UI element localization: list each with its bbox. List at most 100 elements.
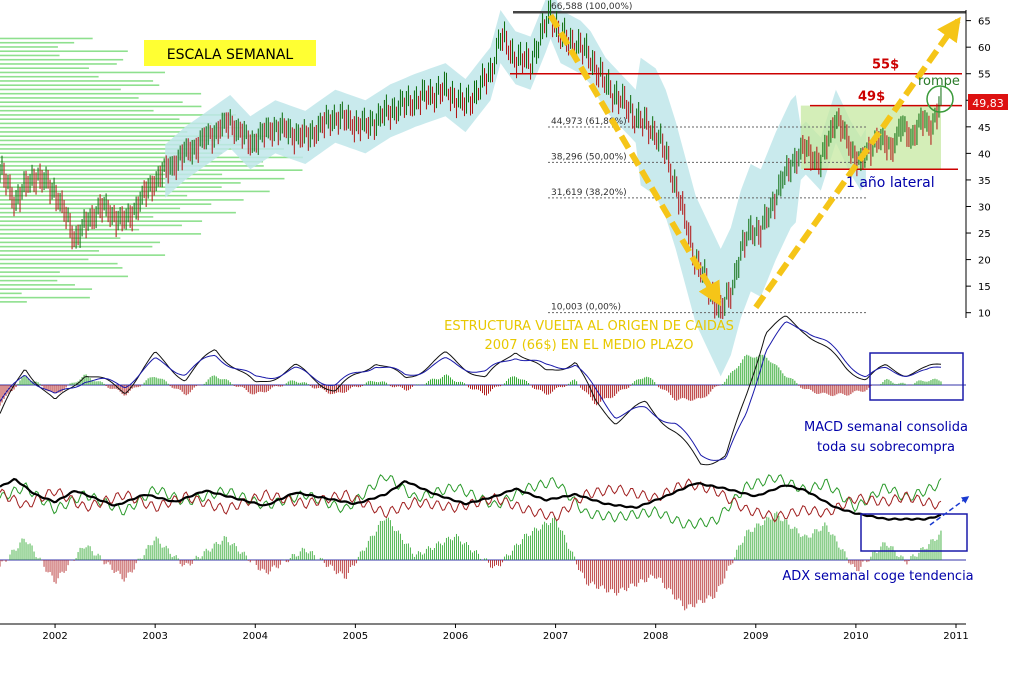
fib-level-label: 31,619 (38,20%) xyxy=(551,188,627,198)
volume-profile-bar xyxy=(0,271,60,273)
price-tick-label: 10 xyxy=(978,309,991,320)
volume-profile-bar xyxy=(0,71,166,74)
volume-profile-bar xyxy=(0,88,121,91)
volume-profile-bar xyxy=(0,148,284,150)
adx-annotation: ADX semanal coge tendencia xyxy=(782,569,973,584)
volume-profile-bar xyxy=(0,279,58,282)
volume-profile-bar xyxy=(0,275,129,278)
volume-profile-bar xyxy=(0,224,182,227)
volume-profile-bar xyxy=(0,50,128,53)
di-plus-line xyxy=(0,474,942,530)
volume-profile-bar xyxy=(0,54,60,57)
volume-profile-bar xyxy=(0,160,264,163)
volume-profile-bar xyxy=(0,165,264,167)
volume-profile-bar xyxy=(0,194,188,197)
volume-profile-bar xyxy=(0,216,154,218)
volume-profile-bar xyxy=(0,182,241,184)
price-tick-label: 55 xyxy=(978,70,991,81)
volume-profile-bar xyxy=(0,199,244,201)
fib-level-label: 38,296 (50,00%) xyxy=(551,152,627,162)
volume-profile-bar xyxy=(0,301,27,303)
price-tick-label: 30 xyxy=(978,202,991,213)
fib-level-label: 44,973 (61,80%) xyxy=(551,117,627,127)
price-tick-label: 65 xyxy=(978,17,991,28)
structure-annotation-1: ESTRUCTURA VUELTA AL ORIGEN DE CAIDAS xyxy=(444,319,734,334)
price-tick-label: 25 xyxy=(978,229,991,240)
breakout-label: rompe xyxy=(918,74,960,89)
volume-profile-bar xyxy=(0,284,75,286)
volume-profile-bar xyxy=(0,122,213,125)
fib-level-label: 66,588 (100,00%) xyxy=(551,2,632,12)
time-axis-ticks: 2002 2003 2004 2005 2006 2007 2008 2009 2010 2011 xyxy=(42,624,969,642)
price-tick-label: 40 xyxy=(978,149,991,160)
volume-profile-bar xyxy=(0,207,181,210)
volume-profile-bar xyxy=(0,288,93,290)
fibonacci-levels: 66,588 (100,00%) 44,973 (61,80%) 38,296 (5… xyxy=(513,2,966,314)
volume-profile-bar xyxy=(0,126,244,129)
price-axis-ticks: 101520253035404550556065 xyxy=(966,17,991,320)
volume-profile-bar xyxy=(0,258,89,261)
volume-profile-bar xyxy=(0,63,117,65)
volume-profile-bar xyxy=(0,152,223,154)
volume-profile-bar xyxy=(0,267,123,269)
volume-profile-bar xyxy=(0,97,139,99)
volume-profile-bar xyxy=(0,292,22,295)
volume-profile-bar xyxy=(0,177,285,180)
price-tick-label: 35 xyxy=(978,176,991,187)
price-envelope xyxy=(165,0,866,377)
volume-profile xyxy=(0,37,303,303)
macd-highlight-box xyxy=(869,352,964,401)
time-tick-label: 2009 xyxy=(743,631,768,642)
envelope-band xyxy=(165,0,866,377)
volume-profile-bar xyxy=(0,190,270,193)
adx-highlight-box xyxy=(860,513,968,552)
volume-profile-bar xyxy=(0,105,202,108)
volume-profile-bar xyxy=(0,254,166,256)
volume-profile-bar xyxy=(0,101,183,103)
title-box xyxy=(144,40,316,66)
time-tick-label: 2006 xyxy=(443,631,468,642)
time-tick-label: 2011 xyxy=(943,631,968,642)
structure-annotation-2: 2007 (66$) EN EL MEDIO PLAZO xyxy=(484,338,693,353)
resistance-label: 55$ xyxy=(872,58,899,73)
volume-profile-bar xyxy=(0,80,154,82)
volume-profile-bar xyxy=(0,143,242,146)
volume-profile-bar xyxy=(0,41,75,44)
volume-profile-bar xyxy=(0,109,154,112)
price-tick-label: 15 xyxy=(978,282,991,293)
volume-profile-bar xyxy=(0,296,90,299)
macd-panel xyxy=(0,315,966,466)
last-price-badge xyxy=(968,94,1008,110)
volume-profile-bar xyxy=(0,220,203,222)
price-tick-label: 45 xyxy=(978,123,991,134)
volume-profile-bar xyxy=(0,114,237,116)
fib-level-label: 10,003 (0,00%) xyxy=(551,303,621,313)
volume-profile-bar xyxy=(0,237,121,239)
volume-profile-bar xyxy=(0,37,93,40)
volume-profile-bar xyxy=(0,156,303,159)
volume-profile-bar xyxy=(0,173,223,176)
volume-profile-bar xyxy=(0,46,58,48)
volume-profile-bar xyxy=(0,139,221,142)
macd-signal-line xyxy=(0,321,942,461)
time-tick-label: 2008 xyxy=(643,631,668,642)
price-tick-label: 20 xyxy=(978,256,991,267)
macd-annotation-2: toda su sobrecompra xyxy=(817,440,955,455)
time-tick-label: 2003 xyxy=(142,631,167,642)
volume-profile-bar xyxy=(0,58,124,61)
resistance-label: 49$ xyxy=(858,90,885,105)
volume-profile-bar xyxy=(0,118,180,120)
breakout-circle xyxy=(926,85,954,113)
chart-title: ESCALA SEMANAL xyxy=(167,47,294,63)
time-tick-label: 2010 xyxy=(843,631,868,642)
time-tick-label: 2004 xyxy=(243,631,268,642)
volume-profile-bar xyxy=(0,84,160,87)
volume-profile-bar xyxy=(0,67,89,70)
volume-profile-bar xyxy=(0,186,222,188)
up-trend-arrow xyxy=(753,16,961,310)
price-series xyxy=(0,0,942,320)
volume-profile-bar xyxy=(0,75,99,78)
volume-profile-bar xyxy=(0,262,118,265)
macd-line xyxy=(0,315,942,466)
trend-arrows xyxy=(547,13,961,310)
